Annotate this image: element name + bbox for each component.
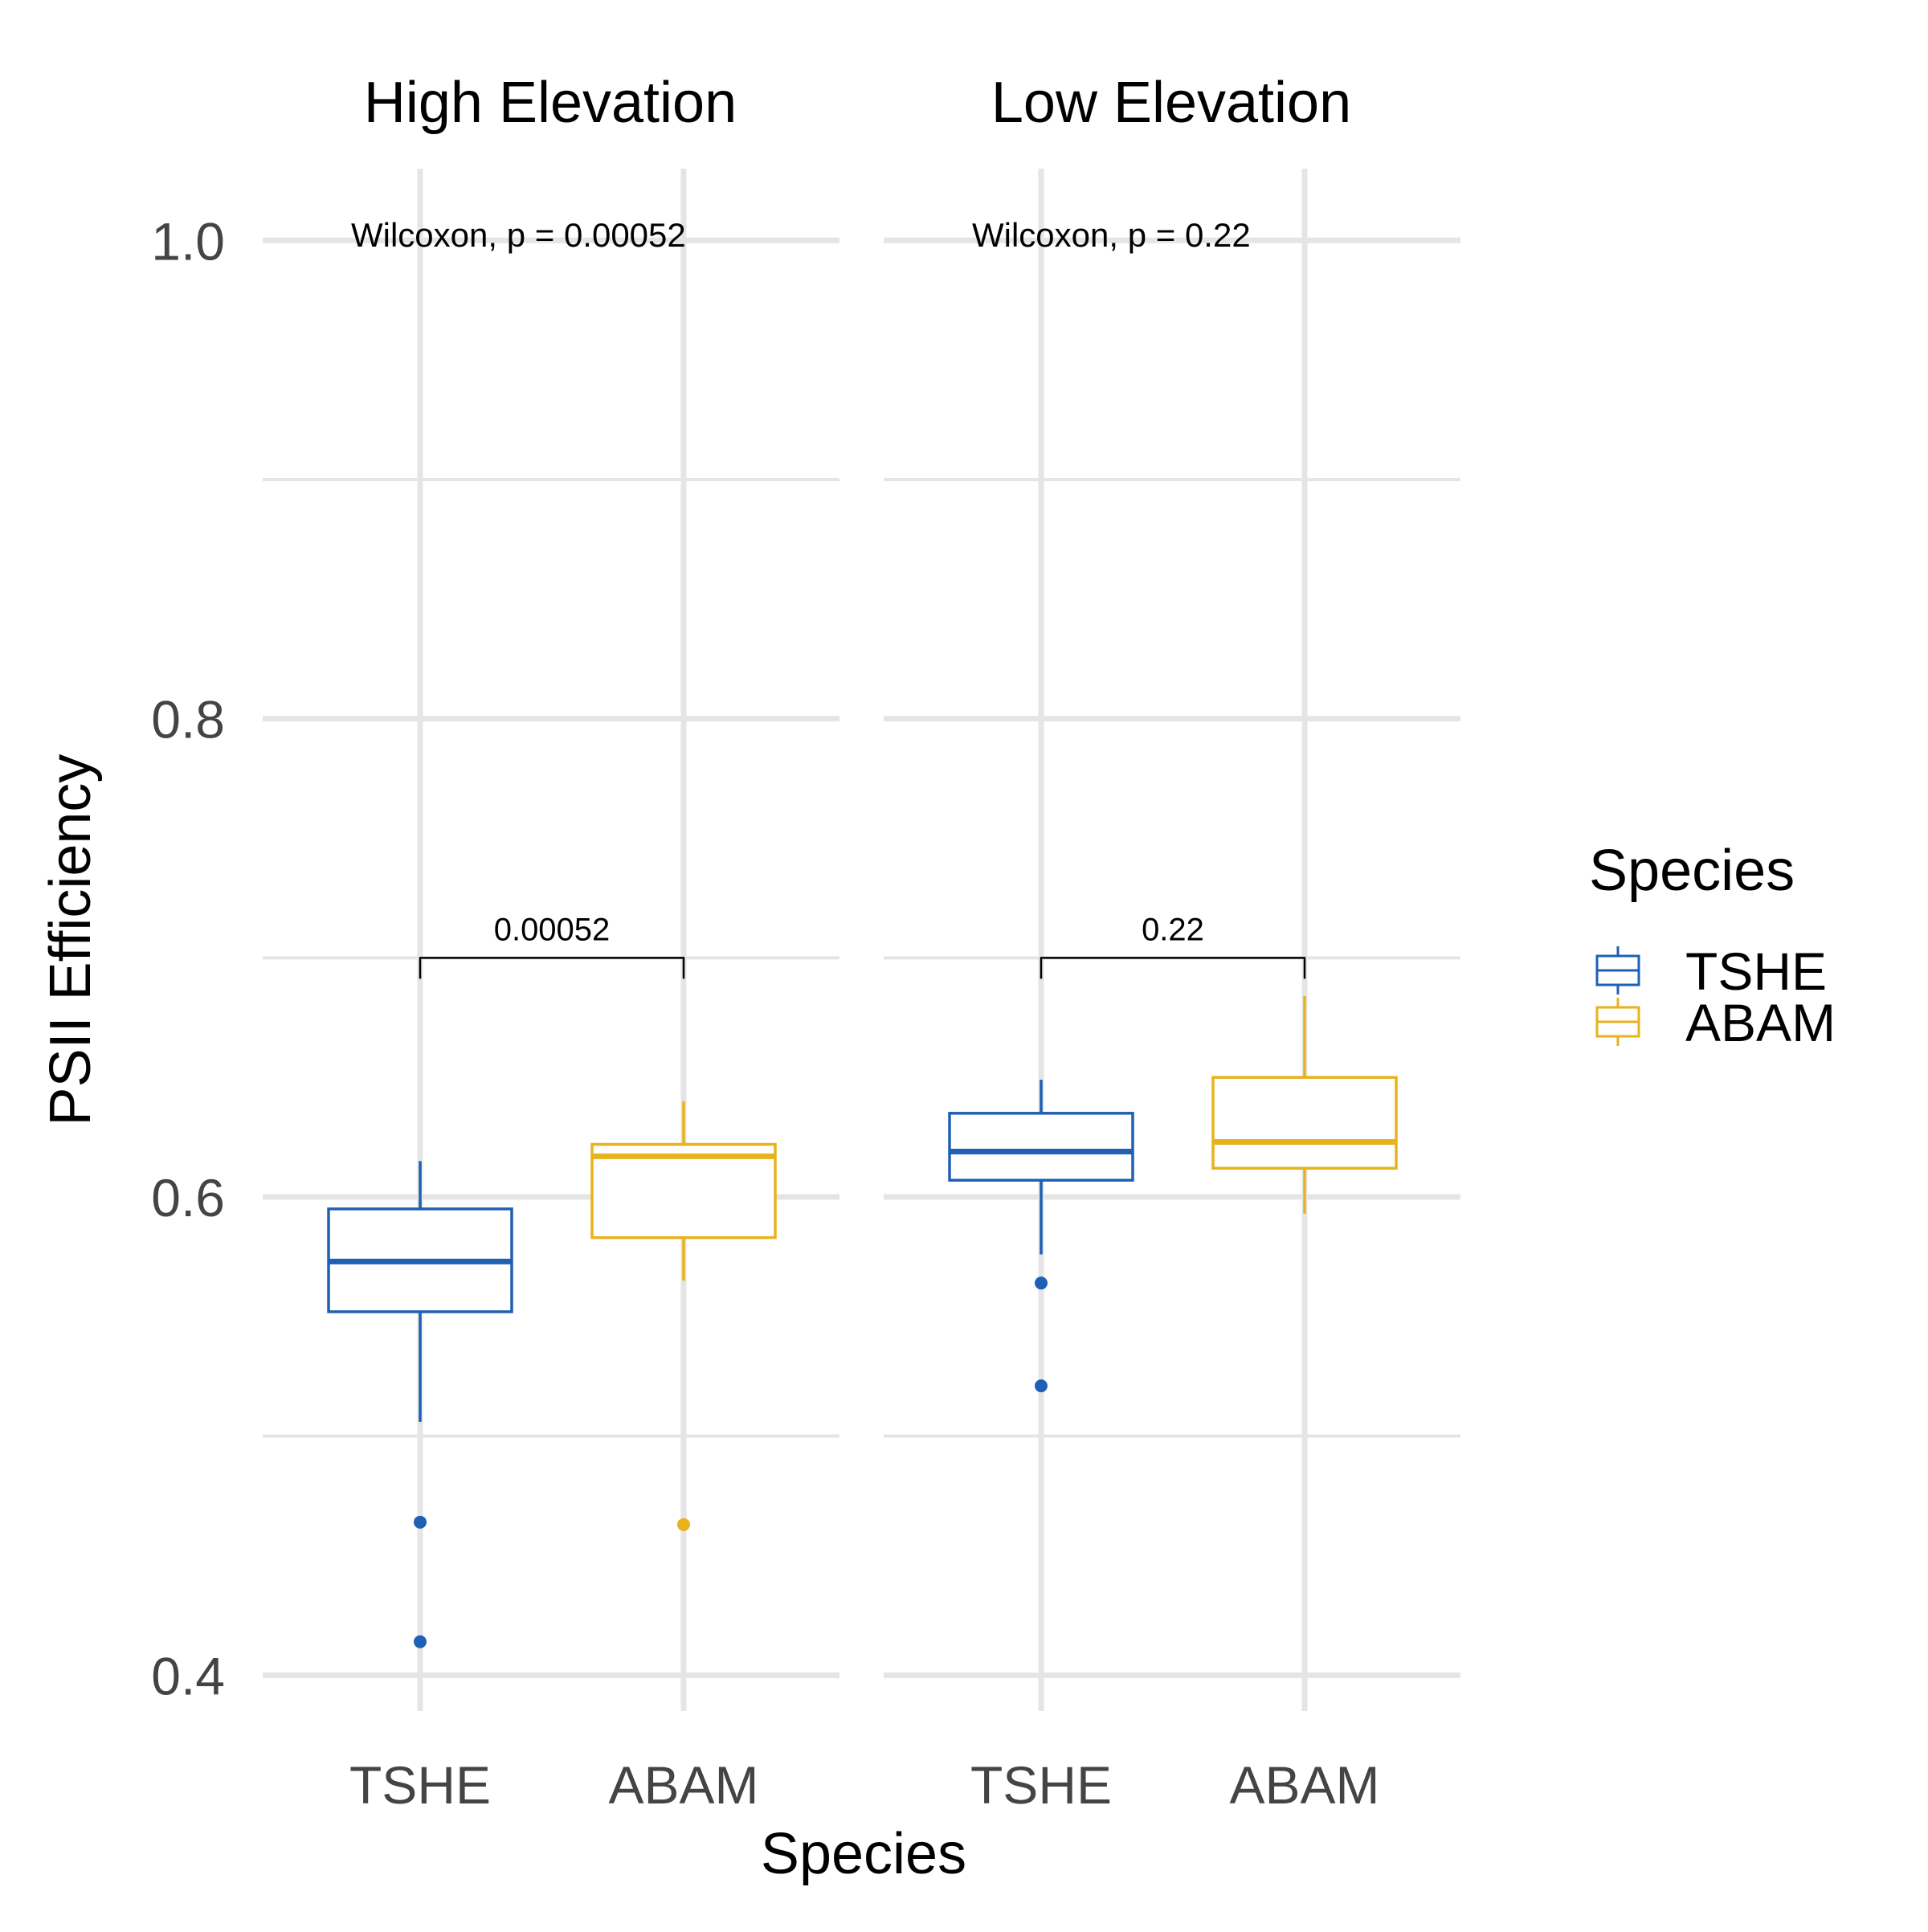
test-annotation: Wilcoxon, p = 0.22 [972, 216, 1251, 254]
x-tick-label: ABAM [608, 1755, 758, 1815]
box-iqr [1211, 1076, 1398, 1170]
legend-title: Species [1589, 839, 1795, 903]
significance-bracket [1040, 957, 1306, 979]
significance-bracket [419, 957, 685, 979]
bracket-label: 0.22 [1142, 912, 1204, 947]
y-tick-label: 0.6 [151, 1168, 225, 1227]
x-tick-label: ABAM [1229, 1755, 1379, 1815]
legend-entry-tshe: TSHE [1595, 941, 1827, 1001]
mark-layer [327, 957, 1398, 1648]
outlier-point [677, 1517, 690, 1531]
legend-entry-abam: ABAM [1595, 993, 1836, 1052]
outlier-point [414, 1635, 427, 1648]
y-tick-label: 1.0 [151, 211, 225, 271]
panel-title: High Elevation [364, 71, 737, 135]
outlier-point [1035, 1379, 1048, 1393]
text-layer: PSII Efficiency Species Species High Ele… [39, 71, 1795, 1886]
legend-label: TSHE [1685, 941, 1827, 1001]
x-tick-label: TSHE [349, 1755, 491, 1815]
test-annotation: Wilcoxon, p = 0.00052 [351, 216, 686, 254]
y-tick-label: 0.4 [151, 1646, 225, 1705]
outlier-point [1035, 1276, 1048, 1290]
outlier-point [414, 1515, 427, 1529]
bracket-label: 0.00052 [494, 912, 611, 947]
grid-layer [263, 169, 1460, 1711]
legend-label: ABAM [1685, 993, 1836, 1052]
panel-title: Low Elevation [991, 71, 1351, 135]
y-axis-label: PSII Efficiency [39, 754, 103, 1126]
x-tick-label: TSHE [970, 1755, 1112, 1815]
box-iqr [948, 1112, 1134, 1182]
box-iqr [590, 1142, 777, 1240]
y-tick-label: 0.8 [151, 690, 225, 750]
x-axis-label: Species [761, 1822, 966, 1886]
